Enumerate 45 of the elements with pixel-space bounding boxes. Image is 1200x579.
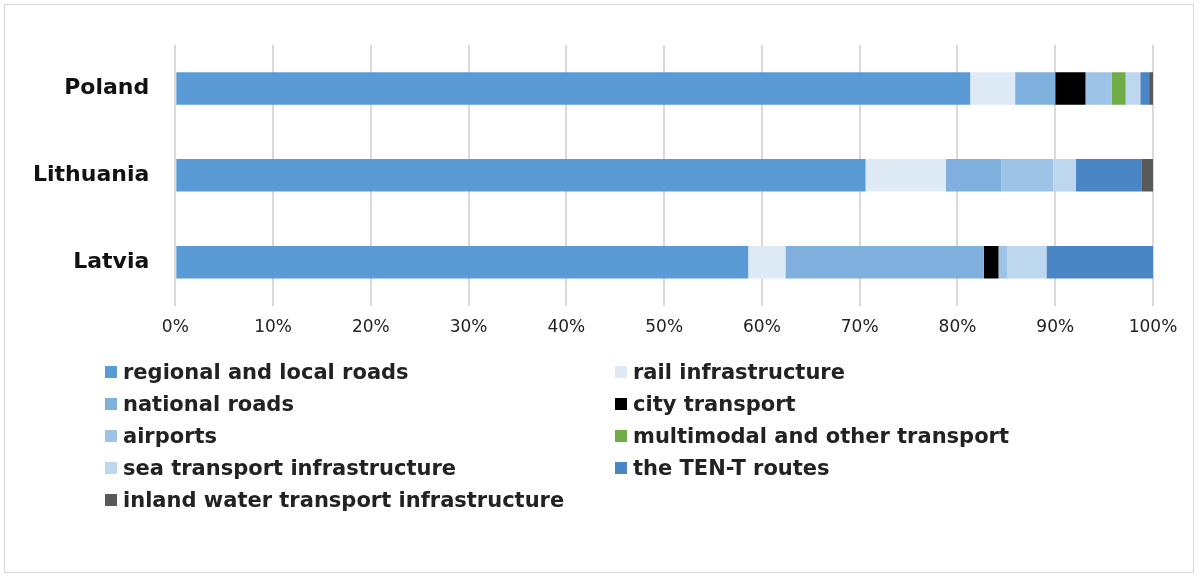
x-tick-label: 70% [840, 316, 879, 337]
y-tick-label: Lithuania [33, 161, 150, 187]
x-tick-label: 10% [254, 316, 292, 337]
legend-label: multimodal and other transport [633, 424, 1009, 448]
bar [970, 72, 1016, 105]
y-tick-label: Poland [64, 74, 150, 100]
bar [1015, 72, 1056, 105]
x-tick-label: 0% [161, 316, 189, 337]
bar [1046, 245, 1153, 279]
bar [1055, 72, 1086, 105]
bar [1085, 72, 1112, 105]
legend-label: inland water transport infrastructure [123, 488, 565, 512]
bar [176, 245, 749, 279]
legend-label: regional and local roads [123, 360, 409, 384]
bar [1140, 72, 1150, 105]
bar [1001, 159, 1054, 192]
x-tick-label: 100% [1128, 316, 1178, 337]
bar [865, 159, 946, 192]
bar [176, 159, 866, 192]
x-tick-label: 50% [645, 316, 684, 337]
legend-label: rail infrastructure [633, 360, 845, 384]
bar [1141, 159, 1153, 192]
bar [748, 245, 786, 279]
x-tick-label: 40% [547, 316, 586, 337]
bar [1111, 72, 1126, 105]
legend-label: airports [123, 424, 218, 448]
bar [1075, 159, 1142, 192]
legend-label: national roads [123, 392, 294, 416]
bar [176, 72, 971, 105]
legend-label: sea transport infrastructure [123, 456, 457, 480]
bar [1125, 72, 1141, 105]
legend-label: the TEN-T routes [633, 456, 830, 480]
bar [1149, 72, 1153, 105]
x-tick-label: 20% [351, 316, 390, 337]
x-tick-label: 90% [1036, 316, 1075, 337]
bar [785, 245, 984, 279]
bar [1007, 245, 1047, 279]
bar [1053, 159, 1076, 192]
x-tick-label: 60% [743, 316, 781, 337]
y-tick-label: Latvia [73, 247, 150, 273]
bar [945, 159, 1002, 192]
legend-label: city transport [633, 392, 796, 416]
bar [983, 245, 999, 279]
x-tick-label: 30% [449, 316, 488, 337]
x-tick-label: 80% [938, 316, 977, 337]
